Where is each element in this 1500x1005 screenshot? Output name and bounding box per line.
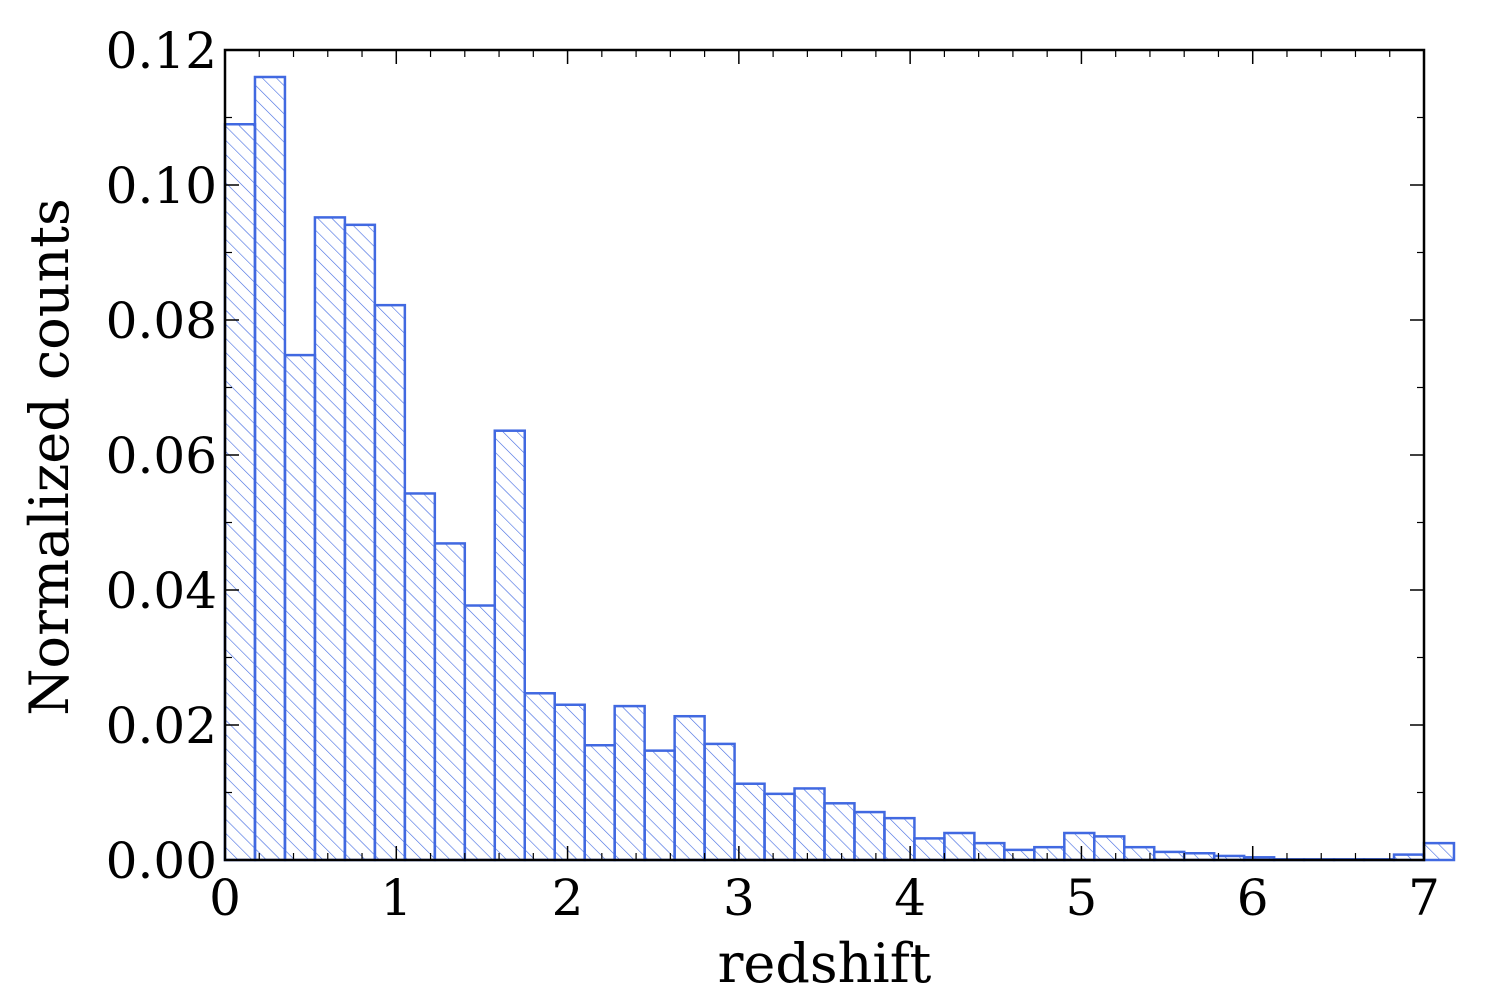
histogram-bar (523, 692, 556, 862)
x-tick-label: 0 (209, 869, 241, 927)
y-tick-label: 0.08 (106, 292, 217, 350)
plot-frame (223, 48, 1426, 862)
histogram-bar (793, 787, 826, 862)
histogram-bar (823, 802, 856, 862)
histogram-bar (373, 303, 407, 862)
y-axis-label: Normalized counts (18, 198, 81, 715)
histogram-bar (673, 714, 706, 862)
y-tick-label: 0.00 (106, 832, 217, 890)
histogram-bar (763, 792, 796, 862)
y-tick-label: 0.10 (106, 157, 217, 215)
x-tick-label: 2 (552, 869, 584, 927)
y-tick-label: 0.02 (106, 697, 217, 755)
histogram-bar (313, 216, 347, 862)
x-tick-label: 6 (1237, 869, 1269, 927)
histogram-bar (403, 492, 437, 862)
histogram-bar (943, 831, 976, 862)
x-axis-label: redshift (718, 932, 932, 995)
histogram-bar (583, 744, 616, 862)
histogram-bar (1422, 841, 1456, 862)
x-tick-label: 7 (1408, 869, 1440, 927)
bars-layer (223, 75, 1456, 862)
histogram-bar (343, 223, 377, 862)
histogram-bar (1093, 835, 1126, 862)
histogram-bar (553, 703, 586, 862)
y-tick-label: 0.12 (106, 22, 217, 80)
y-tick-label: 0.04 (106, 562, 217, 620)
histogram-bar (253, 75, 287, 862)
x-tick-label: 1 (380, 869, 412, 927)
histogram-bar (703, 742, 736, 862)
tick-labels-layer: 0 1 2 3 4 5 6 7 0.00 0.02 0.04 0.06 0.08 0.10 0.12 (106, 22, 1440, 927)
y-tick-label: 0.06 (106, 427, 217, 485)
histogram-bar (1033, 845, 1066, 862)
histogram-bar (1003, 848, 1036, 862)
histogram-bar (913, 837, 946, 862)
histogram-bar (613, 704, 646, 862)
x-tick-label: 4 (894, 869, 926, 927)
histogram-bar (643, 749, 676, 862)
histogram-bar (493, 429, 526, 862)
histogram-bar (223, 123, 257, 862)
histogram-bar (853, 810, 886, 862)
histogram-bar (283, 353, 317, 862)
histogram-bar (433, 542, 467, 862)
histogram-bar (463, 604, 497, 862)
histogram-bar (1063, 831, 1096, 862)
x-tick-label: 3 (723, 869, 755, 927)
x-tick-label: 5 (1066, 869, 1098, 927)
